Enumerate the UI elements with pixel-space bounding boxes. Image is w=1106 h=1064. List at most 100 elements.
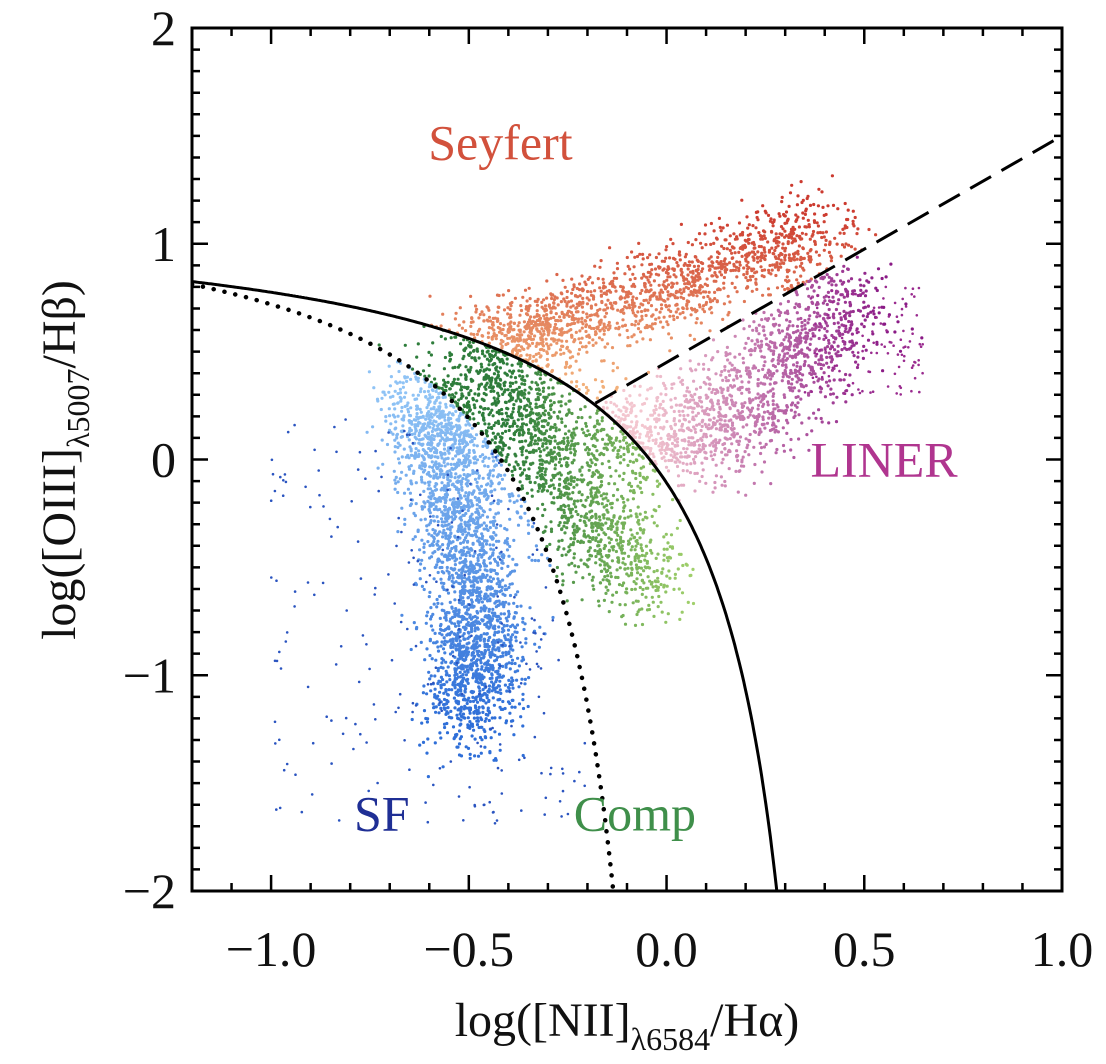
comp-point bbox=[598, 549, 603, 553]
comp-point bbox=[613, 482, 617, 486]
sf-point bbox=[400, 409, 404, 413]
sf-point bbox=[440, 472, 444, 476]
liner-point bbox=[687, 440, 691, 444]
comp-point bbox=[573, 449, 578, 453]
liner-point bbox=[654, 441, 658, 445]
sf-point bbox=[440, 436, 444, 440]
sf-point bbox=[394, 426, 398, 430]
comp-point bbox=[565, 526, 569, 530]
comp-point bbox=[582, 519, 586, 524]
sf-point bbox=[429, 606, 433, 610]
sf-point bbox=[420, 426, 424, 430]
sf-point bbox=[450, 606, 454, 610]
comp-point bbox=[609, 571, 613, 575]
comp-point bbox=[608, 582, 612, 586]
comp-point bbox=[456, 377, 460, 381]
sf-point bbox=[482, 561, 486, 565]
comp-point bbox=[603, 563, 607, 567]
comp-point bbox=[541, 502, 545, 506]
comp-point bbox=[605, 492, 609, 496]
sf-point bbox=[427, 508, 431, 512]
seyfert-point bbox=[530, 341, 535, 345]
comp-point bbox=[555, 565, 560, 570]
comp-point bbox=[688, 574, 692, 578]
comp-point bbox=[416, 342, 420, 346]
comp-point bbox=[625, 587, 629, 591]
comp-point bbox=[557, 428, 561, 432]
sf-point bbox=[494, 463, 498, 467]
liner-point bbox=[740, 405, 745, 409]
sf-point bbox=[416, 379, 420, 383]
comp-point bbox=[558, 507, 562, 511]
comp-point bbox=[633, 587, 637, 591]
comp-point bbox=[567, 497, 571, 501]
comp-point bbox=[640, 622, 645, 627]
sf-point bbox=[517, 685, 521, 689]
sf-point bbox=[367, 370, 371, 374]
comp-point bbox=[546, 423, 550, 427]
liner-point bbox=[659, 374, 663, 379]
sf-point bbox=[438, 530, 442, 534]
sf-point bbox=[481, 572, 485, 576]
comp-point bbox=[554, 457, 558, 461]
sf-point bbox=[497, 539, 501, 543]
sf-point bbox=[428, 502, 432, 506]
sf-point bbox=[455, 713, 459, 717]
sf-point bbox=[519, 604, 523, 608]
sf-point bbox=[422, 709, 427, 713]
sf-point bbox=[442, 691, 446, 695]
sf-point bbox=[413, 514, 417, 518]
comp-point bbox=[510, 388, 514, 392]
sf-point bbox=[401, 424, 405, 428]
sf-point bbox=[456, 488, 460, 492]
seyfert-point bbox=[849, 245, 854, 249]
sf-point bbox=[475, 580, 479, 584]
sf-point bbox=[456, 573, 461, 577]
sf-point bbox=[442, 460, 446, 464]
sf-point bbox=[496, 655, 500, 659]
liner-point bbox=[763, 426, 767, 430]
sf-point bbox=[498, 679, 502, 683]
comp-point bbox=[597, 544, 601, 548]
comp-point bbox=[566, 439, 570, 443]
comp-point bbox=[516, 418, 520, 422]
liner-point bbox=[842, 295, 846, 299]
sf-point bbox=[507, 609, 511, 614]
sf-point bbox=[446, 462, 450, 466]
sf-point bbox=[468, 460, 472, 465]
sf-point bbox=[465, 484, 470, 488]
comp-point bbox=[576, 565, 581, 569]
sf-point bbox=[418, 464, 422, 468]
comp-point bbox=[629, 562, 633, 566]
sf-point bbox=[478, 689, 482, 693]
comp-point bbox=[615, 526, 619, 530]
sf-point bbox=[450, 437, 454, 441]
sf-point bbox=[475, 444, 479, 448]
sf-point bbox=[527, 555, 531, 560]
sf-point bbox=[521, 658, 526, 662]
sf-point bbox=[467, 519, 472, 523]
comp-point bbox=[537, 447, 541, 451]
comp-point bbox=[529, 432, 533, 436]
liner-point bbox=[769, 438, 774, 443]
liner-point bbox=[829, 392, 833, 396]
comp-point bbox=[575, 530, 579, 534]
sf-point bbox=[493, 716, 497, 720]
comp-point bbox=[651, 492, 655, 496]
comp-point bbox=[536, 421, 541, 425]
sf-point bbox=[451, 615, 455, 620]
sf-point bbox=[493, 589, 497, 593]
comp-point bbox=[603, 575, 607, 579]
liner-point bbox=[629, 410, 633, 414]
liner-point bbox=[628, 402, 632, 406]
sf-point bbox=[438, 594, 442, 599]
sf-point bbox=[490, 650, 494, 654]
sf-point bbox=[442, 415, 446, 419]
sf-point bbox=[469, 435, 473, 439]
comp-point bbox=[549, 407, 553, 412]
sf-point bbox=[443, 639, 447, 643]
liner-point bbox=[702, 362, 706, 366]
comp-point bbox=[623, 516, 627, 520]
comp-point bbox=[539, 373, 543, 377]
liner-point bbox=[730, 442, 734, 446]
